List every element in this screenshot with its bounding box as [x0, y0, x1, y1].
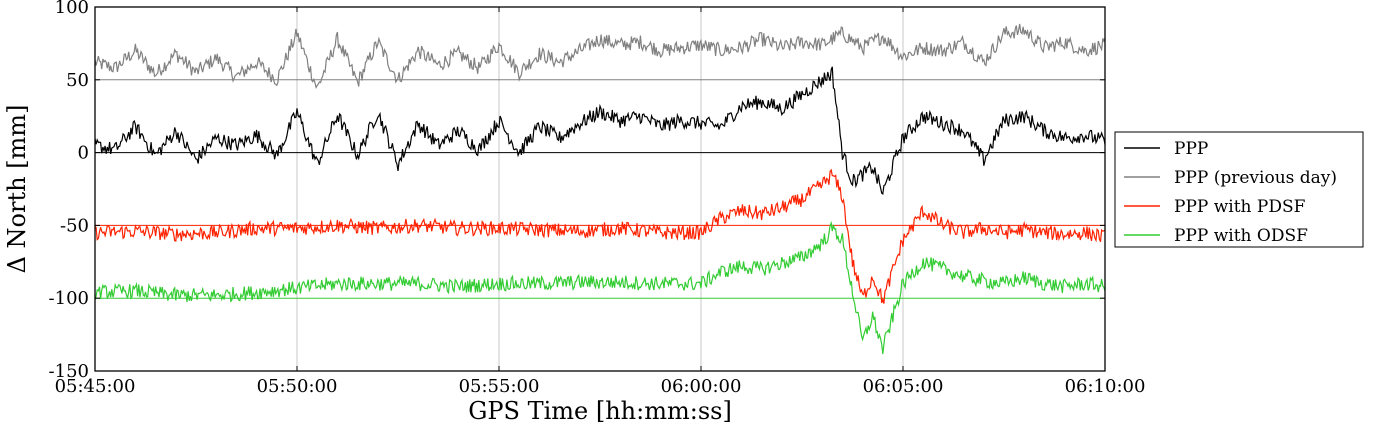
legend: PPP PPP (previous day) PPP with PDSF PPP wi… [1114, 131, 1364, 248]
x-tick-label: 05:50:00 [257, 376, 338, 397]
y-tick-label: -150 [49, 361, 89, 382]
series-line [94, 23, 1106, 89]
y-tick-label: -50 [60, 215, 89, 236]
legend-entry: PPP with PDSF [1174, 197, 1306, 217]
series-line [94, 168, 1106, 304]
y-tick-label: 50 [66, 70, 89, 91]
x-axis-label: GPS Time [hh:mm:ss] [468, 397, 732, 425]
series-lines [94, 23, 1106, 354]
series-line [94, 66, 1106, 195]
x-tick-label: 05:55:00 [459, 376, 540, 397]
y-tick-label: 100 [55, 0, 89, 18]
series-line [94, 220, 1106, 354]
plot-frame [94, 6, 1106, 372]
legend-box [1114, 131, 1364, 248]
legend-entry: PPP with ODSF [1174, 226, 1308, 246]
legend-entry: PPP [1174, 139, 1208, 159]
x-tick-label: 05:45:00 [55, 376, 136, 397]
y-tick-label: -100 [49, 288, 89, 309]
x-tick-label: 06:05:00 [863, 376, 944, 397]
ticks: 05:45:00 05:50:00 05:55:00 06:00:00 06:05:00… [49, 0, 1146, 397]
x-tick-label: 06:00:00 [661, 376, 742, 397]
legend-entry: PPP (previous day) [1174, 168, 1337, 188]
y-tick-label: 0 [78, 143, 89, 164]
x-tick-label: 06:10:00 [1065, 376, 1146, 397]
baselines [95, 79, 1105, 299]
grid [296, 7, 904, 371]
y-axis-label: Δ North [mm] [3, 105, 31, 274]
